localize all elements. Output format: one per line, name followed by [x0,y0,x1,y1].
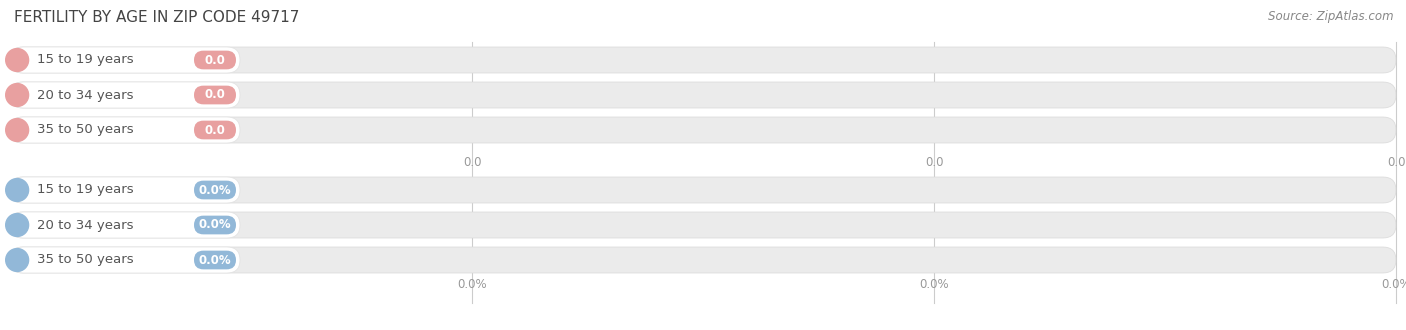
FancyBboxPatch shape [194,181,236,199]
FancyBboxPatch shape [194,86,236,104]
Text: 0.0: 0.0 [204,123,225,137]
Text: 0.0: 0.0 [204,53,225,67]
FancyBboxPatch shape [10,177,240,203]
FancyBboxPatch shape [10,247,240,273]
FancyBboxPatch shape [10,247,1396,273]
Text: 0.0: 0.0 [1386,155,1405,169]
Text: 0.0%: 0.0% [198,218,232,232]
Text: 0.0: 0.0 [463,155,481,169]
FancyBboxPatch shape [10,212,240,238]
FancyBboxPatch shape [194,215,236,234]
Circle shape [6,118,28,142]
FancyBboxPatch shape [194,50,236,69]
Circle shape [6,214,28,236]
FancyBboxPatch shape [10,177,1396,203]
Text: 0.0%: 0.0% [198,253,232,267]
Text: 0.0%: 0.0% [920,279,949,291]
Text: 0.0%: 0.0% [1381,279,1406,291]
FancyBboxPatch shape [194,251,236,269]
Text: 20 to 34 years: 20 to 34 years [38,218,134,232]
Text: 35 to 50 years: 35 to 50 years [38,253,134,267]
FancyBboxPatch shape [10,82,1396,108]
FancyBboxPatch shape [10,82,240,108]
Circle shape [6,179,28,201]
Text: 20 to 34 years: 20 to 34 years [38,88,134,102]
Text: 0.0%: 0.0% [198,183,232,196]
FancyBboxPatch shape [10,47,240,73]
Circle shape [6,83,28,107]
Text: Source: ZipAtlas.com: Source: ZipAtlas.com [1268,10,1393,23]
Text: 35 to 50 years: 35 to 50 years [38,123,134,137]
FancyBboxPatch shape [10,47,1396,73]
Circle shape [6,248,28,272]
Text: 0.0: 0.0 [204,88,225,102]
FancyBboxPatch shape [10,117,1396,143]
Text: 0.0%: 0.0% [457,279,486,291]
FancyBboxPatch shape [10,212,1396,238]
Text: FERTILITY BY AGE IN ZIP CODE 49717: FERTILITY BY AGE IN ZIP CODE 49717 [14,10,299,25]
Circle shape [6,49,28,71]
Text: 15 to 19 years: 15 to 19 years [38,183,134,196]
FancyBboxPatch shape [194,121,236,139]
Text: 0.0: 0.0 [925,155,943,169]
FancyBboxPatch shape [10,117,240,143]
Text: 15 to 19 years: 15 to 19 years [38,53,134,67]
